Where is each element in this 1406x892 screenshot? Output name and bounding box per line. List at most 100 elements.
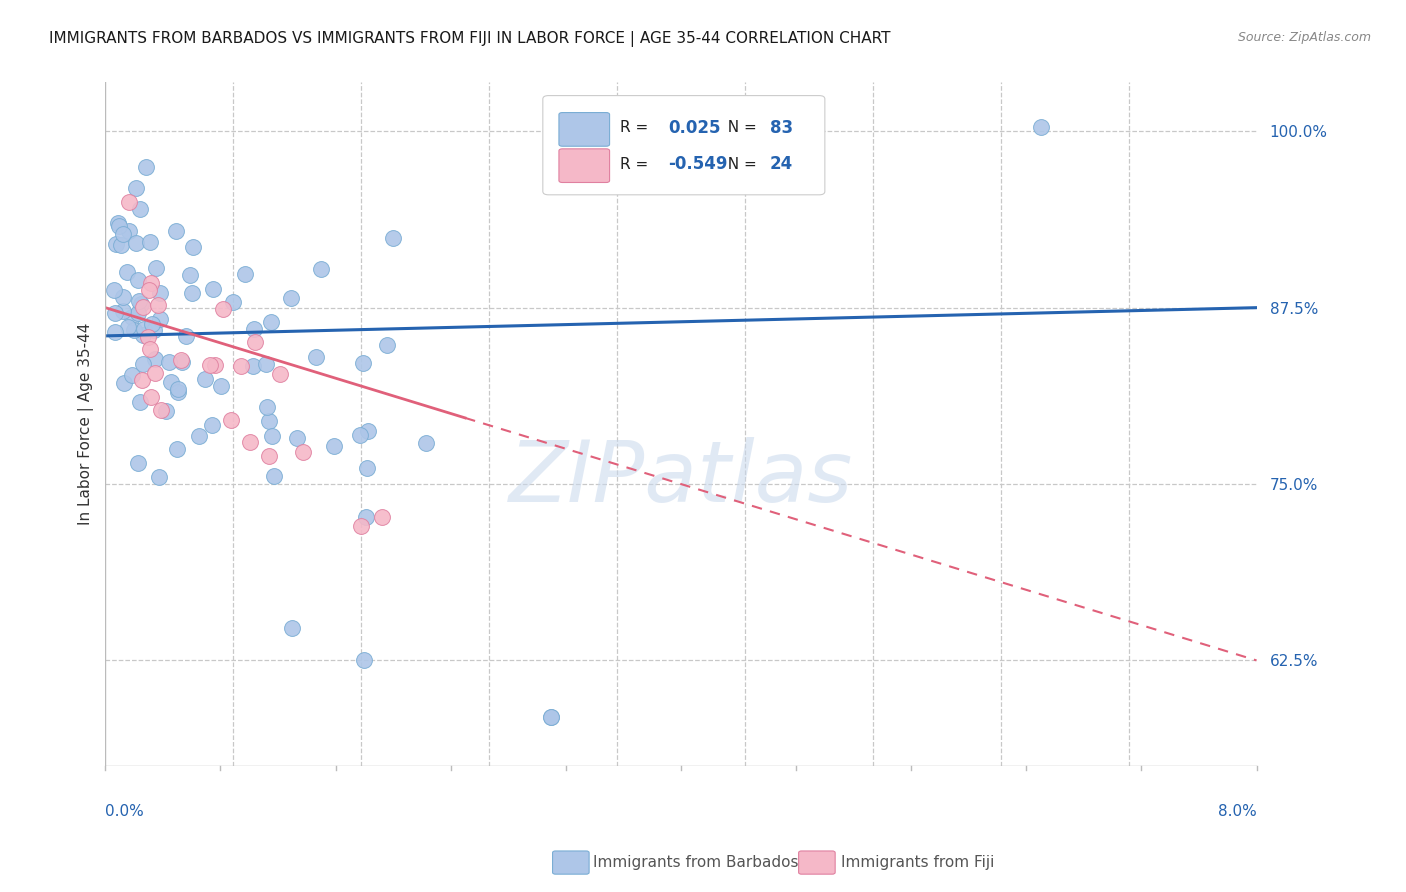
Text: 0.025: 0.025: [668, 119, 721, 136]
Point: [181, 240, 204, 254]
Point: [124, 180, 146, 194]
Point: [222, 294, 245, 309]
Point: [118, 224, 141, 238]
Point: [112, 304, 135, 318]
FancyBboxPatch shape: [560, 149, 610, 183]
Text: ZIPatlas: ZIPatlas: [509, 437, 853, 520]
Point: [132, 358, 155, 372]
Point: [229, 359, 252, 373]
Point: [254, 357, 277, 371]
Point: [139, 235, 162, 250]
Point: [107, 216, 129, 230]
Point: [141, 317, 163, 331]
Point: [160, 375, 183, 389]
Point: [194, 372, 217, 386]
Point: [149, 286, 172, 301]
Point: [129, 395, 152, 409]
Point: [115, 265, 138, 279]
Point: [104, 326, 127, 340]
Point: [381, 230, 404, 244]
Point: [110, 238, 132, 252]
Text: 24: 24: [769, 155, 793, 173]
Point: [118, 194, 141, 209]
Text: 0.0%: 0.0%: [105, 804, 145, 819]
Point: [357, 424, 380, 438]
Point: [257, 449, 280, 463]
Point: [174, 329, 197, 343]
Point: [139, 390, 162, 404]
Point: [243, 322, 266, 336]
Point: [143, 323, 166, 337]
Point: [219, 413, 242, 427]
Point: [260, 315, 283, 329]
Y-axis label: In Labor Force | Age 35-44: In Labor Force | Age 35-44: [79, 323, 94, 525]
Point: [179, 268, 201, 282]
Point: [200, 417, 222, 432]
Point: [166, 384, 188, 399]
Point: [131, 373, 153, 387]
Point: [108, 219, 131, 234]
Point: [371, 509, 394, 524]
Point: [356, 460, 378, 475]
Text: R =: R =: [620, 120, 652, 136]
Point: [242, 359, 264, 373]
FancyBboxPatch shape: [560, 112, 610, 146]
Point: [243, 335, 266, 350]
Point: [128, 202, 150, 216]
Point: [139, 276, 162, 290]
Text: 83: 83: [769, 119, 793, 136]
Point: [239, 435, 262, 450]
Text: Immigrants from Barbados: Immigrants from Barbados: [593, 855, 799, 870]
Point: [309, 262, 332, 277]
Point: [112, 227, 135, 242]
FancyBboxPatch shape: [543, 95, 825, 194]
Point: [181, 286, 204, 301]
Point: [170, 355, 193, 369]
Point: [121, 368, 143, 383]
Point: [143, 366, 166, 380]
Text: Source: ZipAtlas.com: Source: ZipAtlas.com: [1237, 31, 1371, 45]
Point: [129, 297, 152, 311]
Text: -0.549: -0.549: [668, 155, 728, 173]
Point: [117, 319, 139, 334]
Point: [157, 354, 180, 368]
Point: [136, 330, 159, 344]
Point: [127, 273, 149, 287]
Point: [209, 379, 232, 393]
Point: [323, 440, 346, 454]
Point: [540, 710, 562, 724]
Point: [263, 469, 285, 483]
Point: [128, 293, 150, 308]
Point: [354, 509, 377, 524]
Point: [170, 353, 193, 368]
Point: [127, 306, 149, 320]
Point: [198, 358, 221, 372]
Point: [540, 710, 562, 724]
Point: [155, 403, 177, 417]
Point: [201, 282, 224, 296]
Point: [352, 356, 374, 370]
Point: [233, 267, 256, 281]
Point: [166, 442, 188, 456]
Point: [280, 291, 302, 305]
Point: [167, 383, 190, 397]
Point: [131, 300, 153, 314]
Point: [187, 429, 209, 443]
Point: [353, 653, 375, 667]
Point: [375, 338, 398, 352]
Point: [149, 312, 172, 326]
Point: [138, 283, 160, 297]
Point: [143, 352, 166, 367]
Point: [148, 298, 170, 312]
Point: [350, 519, 373, 533]
Point: [285, 431, 308, 445]
Point: [127, 456, 149, 470]
Point: [260, 429, 283, 443]
Point: [132, 322, 155, 336]
Text: 8.0%: 8.0%: [1218, 804, 1257, 819]
Point: [135, 160, 157, 174]
Point: [305, 351, 328, 365]
Point: [112, 376, 135, 391]
Point: [257, 414, 280, 428]
Point: [292, 445, 315, 459]
